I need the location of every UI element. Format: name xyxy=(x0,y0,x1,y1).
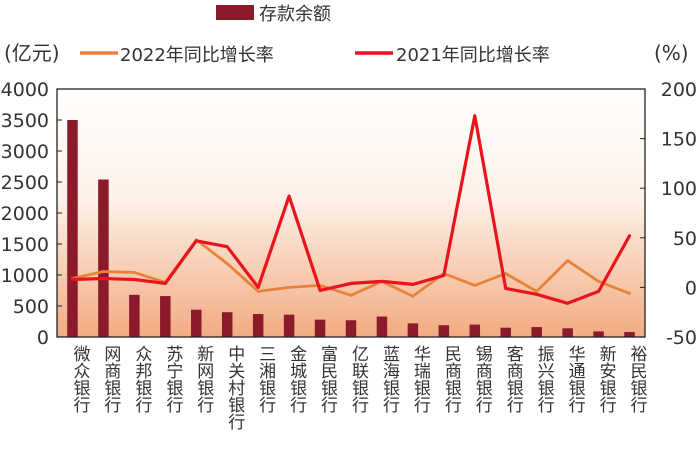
left-tick-label-1: 500 xyxy=(13,296,49,318)
right-axis: -50 0 50 100 150 200 xyxy=(640,79,697,349)
x-axis: 微众银行 网商银行 众邦银行 苏宁银行 新网银行 中关村银行 三湘银行 金城银行 富民银行 亿联银… xyxy=(69,345,647,431)
right-tick-label-4: 150 xyxy=(661,129,697,151)
bar-14 xyxy=(500,327,511,337)
x-tick-label-11: 华瑞银行 xyxy=(410,345,431,414)
left-tick-label-8: 4000 xyxy=(1,79,49,101)
bar-8 xyxy=(314,319,326,337)
line-point-1-10 xyxy=(380,280,384,283)
line-point-1-13 xyxy=(473,114,477,118)
bar-11 xyxy=(407,323,419,337)
line-point-1-18 xyxy=(628,234,631,238)
line-point-1-15 xyxy=(535,292,539,296)
line-point-0-6 xyxy=(256,290,260,293)
line-point-0-14 xyxy=(504,272,508,275)
bar-12 xyxy=(438,325,450,337)
right-tick-label-1: 0 xyxy=(685,277,697,299)
line-point-1-1 xyxy=(102,277,105,280)
bar-2 xyxy=(129,294,140,337)
x-tick-label-8: 富民银行 xyxy=(317,345,338,414)
x-tick-label-1: 网商银行 xyxy=(100,345,121,414)
x-tick-label-5: 中关村银行 xyxy=(224,345,245,431)
legend-label-2022: 2022年同比增长率 xyxy=(120,45,274,66)
x-tick-label-18: 裕民银行 xyxy=(627,345,648,414)
right-tick-label-3: 100 xyxy=(661,178,697,200)
x-tick-label-10: 蓝海银行 xyxy=(379,345,400,414)
legend-label-2021: 2021年同比增长率 xyxy=(396,45,550,66)
left-tick-label-3: 1500 xyxy=(1,234,49,256)
line-point-1-2 xyxy=(133,278,136,281)
x-tick-label-14: 客商银行 xyxy=(503,345,524,414)
bar-9 xyxy=(345,320,357,337)
line-point-0-2 xyxy=(133,271,136,274)
x-tick-label-3: 苏宁银行 xyxy=(162,345,183,414)
x-tick-label-13: 锡商银行 xyxy=(472,345,493,414)
line-point-0-15 xyxy=(535,290,539,293)
left-tick-label-2: 1000 xyxy=(1,265,49,287)
bar-7 xyxy=(283,314,295,337)
left-tick-label-7: 3500 xyxy=(1,110,49,132)
legend: 存款余额 2022年同比增长率 2021年同比增长率 xyxy=(80,4,550,66)
bar-10 xyxy=(376,316,388,337)
line-point-1-16 xyxy=(566,301,569,305)
left-tick-label-0: 0 xyxy=(37,327,49,349)
x-tick-label-7: 金城银行 xyxy=(286,345,307,414)
line-point-1-5 xyxy=(225,245,229,249)
x-tick-label-16: 华通银行 xyxy=(565,345,586,414)
left-axis: 0 500 1000 1500 2000 2500 3000 3500 4000 xyxy=(1,79,62,349)
right-tick-label-0: -50 xyxy=(666,327,697,349)
bar-5 xyxy=(221,312,233,337)
x-tick-label-9: 亿联银行 xyxy=(348,345,369,414)
bar-3 xyxy=(160,296,171,337)
line-point-1-12 xyxy=(442,274,446,277)
line-point-1-14 xyxy=(504,287,508,290)
right-tick-label-2: 50 xyxy=(673,228,697,250)
right-tick-label-5: 200 xyxy=(661,79,697,101)
line-point-1-11 xyxy=(411,283,415,286)
bar-1 xyxy=(98,179,109,337)
x-tick-label-17: 新安银行 xyxy=(596,345,617,414)
x-tick-label-15: 振兴银行 xyxy=(534,345,555,414)
line-series-group xyxy=(70,114,632,305)
line-point-1-0 xyxy=(71,278,74,281)
left-tick-label-6: 3000 xyxy=(1,141,49,163)
line-point-1-17 xyxy=(597,290,600,293)
line-point-0-1 xyxy=(102,270,105,273)
line-point-1-7 xyxy=(287,194,291,198)
x-tick-label-2: 众邦银行 xyxy=(131,345,152,414)
line-point-1-8 xyxy=(318,289,322,292)
line-point-0-5 xyxy=(225,262,229,265)
legend-swatch-deposits xyxy=(216,5,254,20)
line-point-1-3 xyxy=(163,282,167,285)
left-axis-unit: (亿元) xyxy=(4,41,60,65)
bar-16 xyxy=(562,328,573,337)
line-point-0-16 xyxy=(566,259,569,262)
legend-label-deposits: 存款余额 xyxy=(259,4,331,25)
line-point-1-6 xyxy=(256,286,260,289)
left-tick-label-5: 2500 xyxy=(1,172,49,194)
line-point-0-11 xyxy=(411,294,415,298)
bar-6 xyxy=(252,314,264,337)
line-point-1-4 xyxy=(194,239,198,243)
line-point-0-9 xyxy=(349,293,353,297)
x-tick-label-0: 微众银行 xyxy=(69,345,90,414)
bar-13 xyxy=(469,324,481,337)
bar-4 xyxy=(191,309,202,337)
line-point-0-7 xyxy=(287,286,291,289)
bar-series-deposits xyxy=(67,120,635,337)
right-axis-unit: (%) xyxy=(654,41,689,65)
x-tick-label-6: 三湘银行 xyxy=(255,345,276,414)
line-point-0-17 xyxy=(597,280,600,283)
bar-17 xyxy=(593,331,604,337)
bar-0 xyxy=(67,120,78,337)
line-point-1-9 xyxy=(349,282,353,285)
bar-18 xyxy=(624,332,635,337)
line-point-0-13 xyxy=(473,284,477,287)
bar-15 xyxy=(531,327,542,337)
left-tick-label-4: 2000 xyxy=(1,203,49,225)
line-point-0-18 xyxy=(628,292,631,295)
x-tick-label-12: 民商银行 xyxy=(441,345,462,414)
x-tick-label-4: 新网银行 xyxy=(193,345,214,414)
